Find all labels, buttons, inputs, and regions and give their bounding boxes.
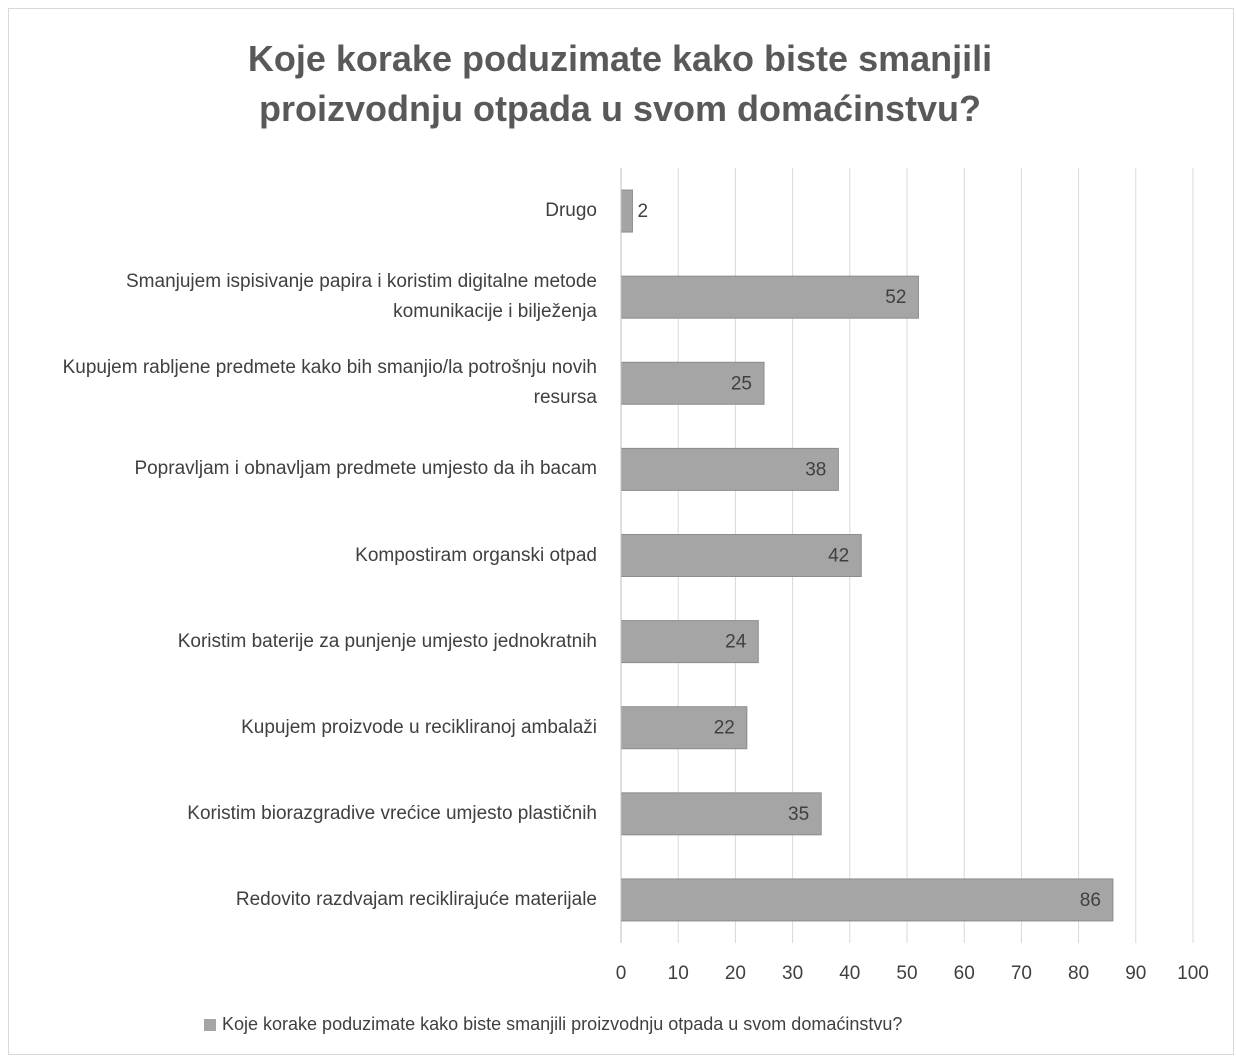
y-tick-label: Kupujem proizvode u recikliranoj ambalaž…	[241, 716, 597, 738]
bar	[620, 534, 862, 577]
y-tick-label: Koristim baterije za punjenje umjesto je…	[177, 630, 597, 652]
bar	[620, 189, 633, 233]
bar	[620, 620, 759, 664]
bar	[620, 361, 765, 405]
x-tick-label: 10	[668, 963, 689, 984]
data-label: 22	[714, 718, 735, 739]
data-label: 24	[725, 632, 747, 653]
bar	[620, 792, 822, 836]
data-label: 35	[788, 804, 809, 825]
y-tick-label: Smanjujem ispisivanje papira i koristim …	[126, 271, 597, 323]
x-tick-label: 70	[1011, 963, 1032, 984]
bar	[620, 878, 1114, 922]
x-tick-label: 80	[1068, 963, 1089, 984]
data-label: 38	[805, 459, 826, 480]
y-tick-label: Koristim biorazgradive vrećice umjesto p…	[187, 802, 597, 824]
chart-title: Koje korake poduzimate kako biste smanji…	[247, 38, 993, 129]
data-label: 25	[731, 373, 752, 394]
data-label: 86	[1080, 890, 1101, 911]
y-tick-label: Redovito razdvajam reciklirajuće materij…	[235, 888, 597, 910]
legend-key	[204, 1018, 216, 1031]
y-tick-label: Kompostiram organski otpad	[355, 544, 597, 566]
bar	[620, 275, 919, 319]
chart-border	[8, 8, 1234, 1055]
x-tick-label: 100	[1177, 963, 1209, 984]
y-tick-label: Kupujem rabljene predmete kako bih smanj…	[62, 357, 597, 409]
x-tick-label: 40	[839, 963, 860, 984]
legend: Koje korake poduzimate kako biste smanji…	[204, 1014, 902, 1035]
x-tick-label: 0	[616, 963, 627, 984]
x-tick-label: 60	[954, 963, 975, 984]
data-label: 42	[828, 546, 849, 567]
data-label: 52	[885, 287, 906, 308]
y-tick-label: Drugo	[545, 200, 597, 222]
bar	[620, 706, 748, 750]
x-tick-label: 90	[1125, 963, 1146, 984]
y-tick-label: Popravljam i obnavljam predmete umjesto …	[134, 458, 597, 480]
bar	[620, 447, 839, 491]
x-tick-label: 30	[782, 963, 803, 984]
x-tick-label: 50	[896, 963, 917, 984]
x-tick-label: 20	[725, 963, 746, 984]
data-label: 2	[637, 201, 648, 222]
legend-label: Koje korake poduzimate kako biste smanji…	[222, 1014, 903, 1034]
